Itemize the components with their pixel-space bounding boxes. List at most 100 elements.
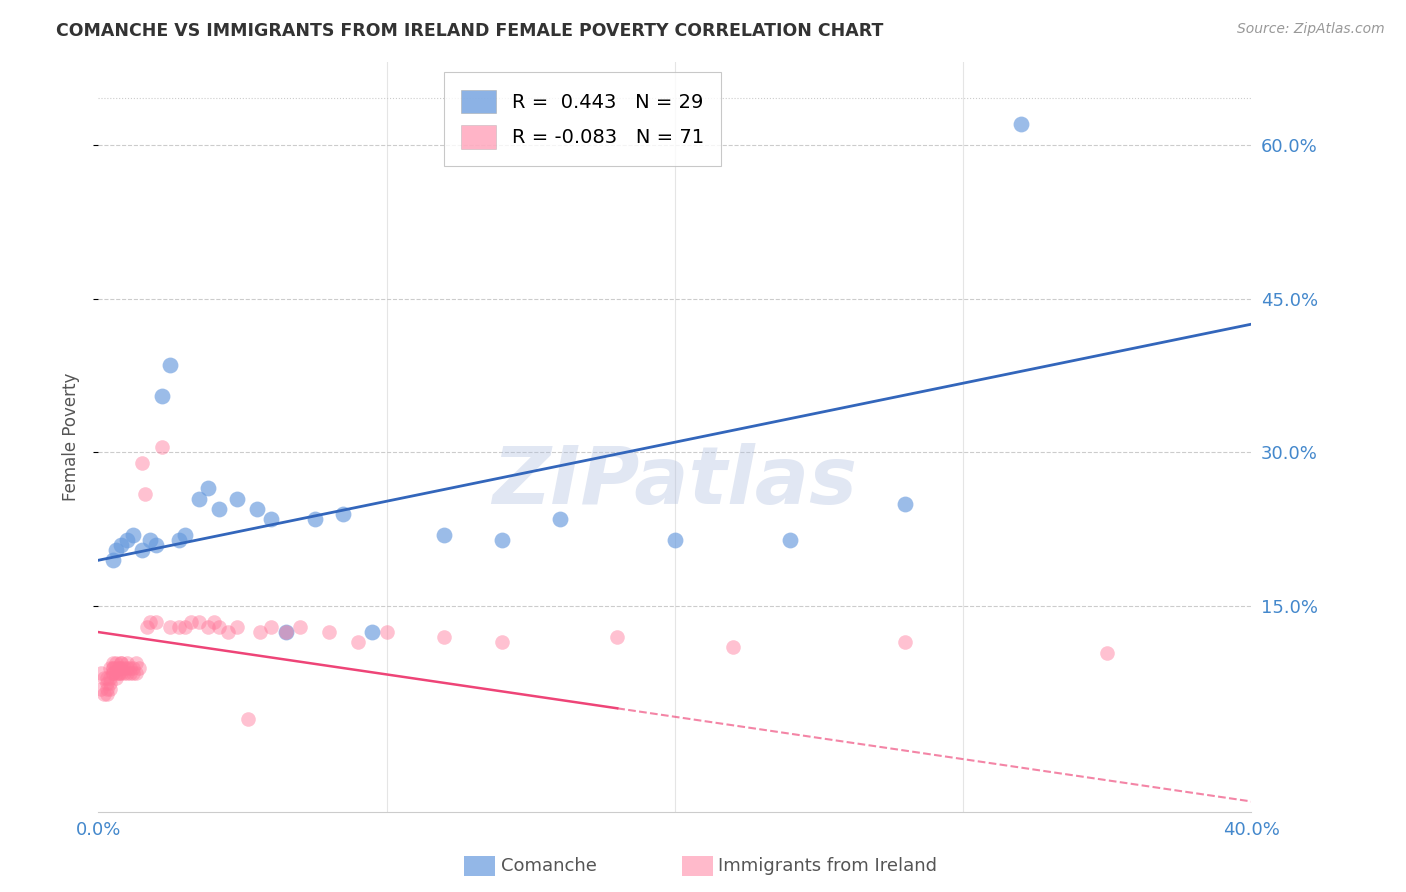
Point (101, 553, 124, 567)
Point (208, 620, 231, 634)
Point (225, 491, 247, 506)
Point (721, 640, 744, 655)
Point (107, 661, 129, 675)
Point (128, 661, 150, 675)
Point (98, 681, 121, 696)
Point (90, 681, 112, 696)
Point (90, 666, 112, 681)
Point (274, 625, 297, 640)
Point (332, 507, 354, 521)
Point (290, 620, 312, 634)
Point (260, 620, 283, 634)
Point (202, 615, 225, 629)
Point (159, 620, 181, 634)
Point (122, 661, 145, 675)
Point (139, 533, 162, 547)
Point (197, 482, 219, 496)
Point (548, 512, 571, 526)
Point (260, 512, 283, 526)
Point (131, 543, 153, 558)
Point (361, 625, 384, 640)
Point (104, 671, 127, 685)
Point (104, 543, 127, 558)
Point (98, 671, 121, 685)
Point (93, 671, 115, 685)
Point (117, 656, 139, 670)
Point (491, 635, 513, 649)
Point (433, 630, 456, 644)
Point (117, 661, 139, 675)
Point (238, 712, 260, 726)
Point (107, 666, 129, 681)
Point (180, 615, 202, 629)
Point (208, 502, 231, 516)
Text: Comanche: Comanche (501, 857, 596, 875)
Point (491, 533, 513, 547)
Point (117, 533, 139, 547)
Point (96, 681, 118, 696)
Point (112, 661, 135, 675)
Point (249, 625, 271, 640)
Point (274, 625, 297, 640)
Point (174, 620, 197, 634)
Point (98, 676, 121, 690)
Point (107, 661, 129, 675)
Point (188, 615, 211, 629)
Point (120, 661, 142, 675)
Point (110, 656, 132, 670)
Text: ZIPatlas: ZIPatlas (492, 443, 858, 521)
Point (110, 666, 132, 681)
Text: Source: ZipAtlas.com: Source: ZipAtlas.com (1237, 22, 1385, 37)
Point (120, 666, 142, 681)
Point (134, 486, 156, 500)
Point (217, 625, 239, 640)
Point (346, 635, 368, 649)
Point (104, 666, 127, 681)
Text: Immigrants from Ireland: Immigrants from Ireland (718, 857, 938, 875)
Point (225, 620, 247, 634)
Y-axis label: Female Poverty: Female Poverty (62, 373, 80, 501)
Point (304, 512, 326, 526)
Point (167, 533, 190, 547)
Point (93, 687, 115, 701)
Point (110, 656, 132, 670)
Point (101, 661, 124, 675)
Point (136, 620, 159, 634)
Point (606, 630, 628, 644)
Point (1010, 117, 1032, 131)
Point (96, 676, 118, 690)
Point (197, 620, 219, 634)
Point (117, 666, 139, 681)
Point (122, 527, 145, 541)
Point (96, 671, 118, 685)
Point (318, 625, 340, 640)
Point (131, 456, 153, 470)
Point (145, 538, 167, 552)
Point (139, 615, 162, 629)
Point (96, 687, 118, 701)
Point (107, 666, 129, 681)
Point (894, 497, 917, 511)
Point (664, 533, 686, 547)
Text: COMANCHE VS IMMIGRANTS FROM IRELAND FEMALE POVERTY CORRELATION CHART: COMANCHE VS IMMIGRANTS FROM IRELAND FEMA… (56, 22, 883, 40)
Point (150, 441, 173, 455)
Point (122, 666, 145, 681)
Point (188, 491, 211, 506)
Legend: R =  0.443   N = 29, R = -0.083   N = 71: R = 0.443 N = 29, R = -0.083 N = 71 (444, 72, 721, 166)
Point (104, 656, 127, 670)
Point (246, 502, 269, 516)
Point (159, 358, 181, 372)
Point (125, 656, 148, 670)
Point (375, 625, 398, 640)
Point (433, 527, 456, 541)
Point (150, 389, 173, 403)
Point (101, 656, 124, 670)
Point (145, 615, 167, 629)
Point (125, 666, 148, 681)
Point (110, 661, 132, 675)
Point (110, 538, 132, 552)
Point (174, 527, 197, 541)
Point (104, 661, 127, 675)
Point (1097, 646, 1119, 660)
Point (98, 661, 121, 675)
